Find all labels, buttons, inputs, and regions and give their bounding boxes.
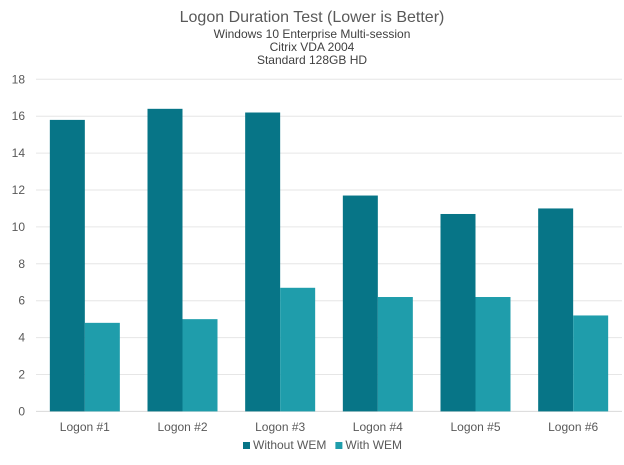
y-tick-label: 18 [12, 72, 26, 86]
y-tick-label: 4 [18, 331, 25, 345]
bar-without-wem [245, 112, 281, 412]
bar-without-wem [49, 119, 85, 412]
chart-title: Logon Duration Test (Lower is Better) [179, 9, 445, 26]
bar-without-wem [342, 195, 378, 412]
x-tick-label: Logon #6 [548, 420, 598, 434]
bar-with-wem [377, 297, 413, 412]
y-tick-label: 16 [12, 109, 26, 123]
bar-with-wem [475, 297, 511, 412]
y-tick-label: 6 [18, 294, 25, 308]
chart-subtitle-3: Standard 128GB HD [256, 53, 368, 67]
y-tick-label: 14 [12, 146, 26, 160]
chart-subtitle-1: Windows 10 Enterprise Multi-session [213, 27, 411, 41]
bar-without-wem [440, 213, 476, 412]
y-tick-label: 10 [12, 220, 26, 234]
legend-swatch [243, 442, 250, 449]
x-tick-label: Logon #3 [255, 420, 305, 434]
x-tick-label: Logon #4 [353, 420, 403, 434]
bar-with-wem [280, 287, 316, 412]
x-tick-label: Logon #2 [157, 420, 207, 434]
bar-without-wem [538, 208, 574, 412]
y-tick-label: 2 [18, 368, 25, 382]
bar-without-wem [147, 108, 183, 412]
chart-subtitle-2: Citrix VDA 2004 [269, 40, 355, 54]
bar-with-wem [84, 322, 120, 412]
x-tick-label: Logon #5 [450, 420, 500, 434]
x-tick-label: Logon #1 [60, 420, 110, 434]
legend-swatch [335, 442, 343, 449]
bar-with-wem [573, 315, 609, 412]
y-tick-label: 0 [18, 404, 25, 418]
y-tick-label: 8 [18, 257, 25, 271]
legend-label: Without WEM [253, 438, 326, 452]
legend-label: With WEM [345, 438, 402, 452]
bar-with-wem [182, 319, 218, 412]
y-tick-label: 12 [12, 183, 26, 197]
